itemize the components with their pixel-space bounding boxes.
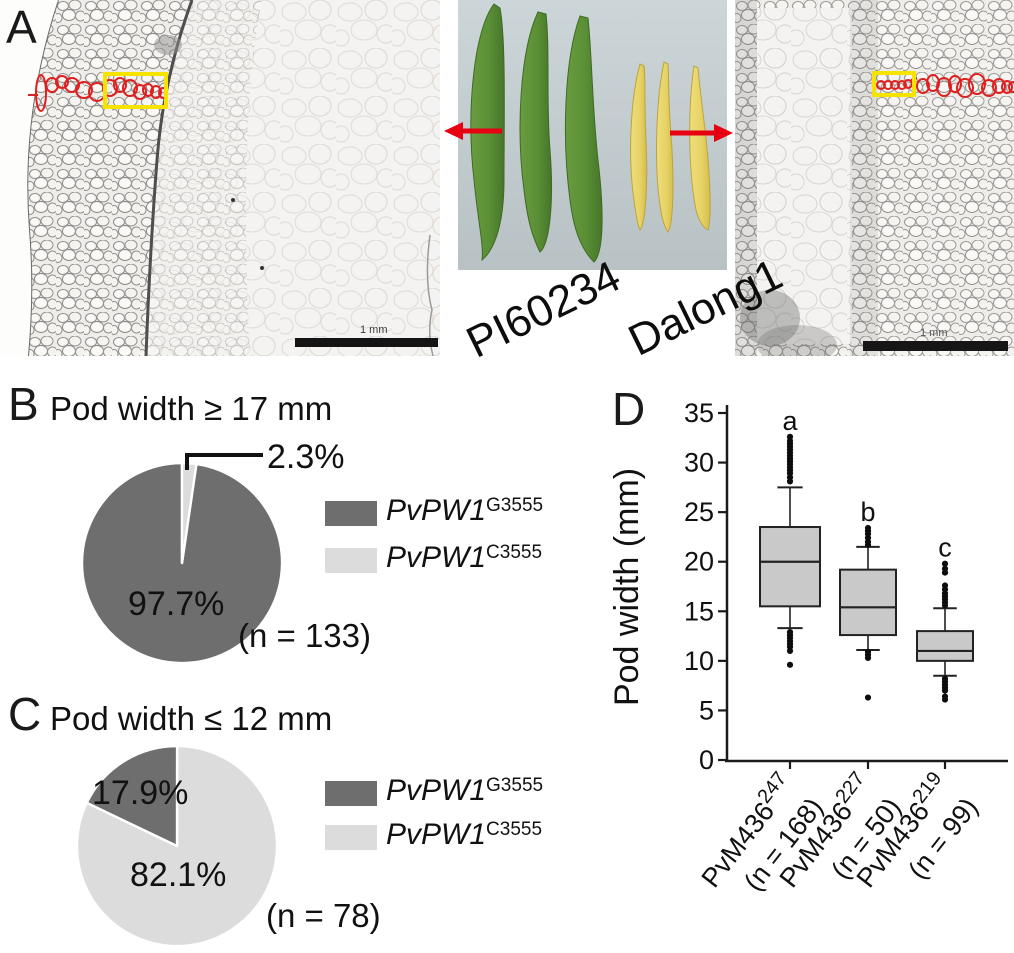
pod-photo-image xyxy=(458,0,727,270)
highlight-box xyxy=(103,72,168,109)
pie-slice-pvpw1-g3555 xyxy=(85,745,179,848)
sig-letter: c xyxy=(938,533,952,563)
pod-photo xyxy=(458,0,727,270)
sig-letter: a xyxy=(782,406,798,436)
green-pods xyxy=(470,3,603,263)
pie-b-minor-pct: 2.3% xyxy=(267,438,345,476)
arrow-left-icon xyxy=(444,122,502,140)
callout-line-horizontal xyxy=(185,453,263,457)
scale-bar-label: 1 mm xyxy=(360,324,388,336)
sig-letter: b xyxy=(860,497,875,527)
panel-b-title: Pod width ≥ 17 mm xyxy=(50,390,333,427)
y-tick-label: 30 xyxy=(684,448,714,478)
scale-bar-label: 1 mm xyxy=(920,327,948,339)
micrograph-dalong1: 1 mm xyxy=(735,0,1014,356)
panel-c-label: C xyxy=(8,688,42,740)
legend-swatch-g3555 xyxy=(325,780,377,806)
legend-label-c3555: PvPW1C3555 xyxy=(386,541,543,574)
panel-c-title: Pod width ≤ 12 mm xyxy=(50,700,333,737)
pie_pod_wide-svg xyxy=(80,461,284,665)
panel-b-label: B xyxy=(8,378,39,430)
y-tick-label: 35 xyxy=(684,398,714,428)
legend-swatch-c3555 xyxy=(325,547,377,573)
pie-c-minor-pct: 17.9% xyxy=(92,774,189,812)
highlight-box xyxy=(872,71,916,97)
scale-bar xyxy=(295,338,438,347)
y-tick-label: 5 xyxy=(699,695,714,725)
arrow-right-icon xyxy=(670,124,733,142)
boxplot-pod-width: 0 5 10 15 20 25 30 35 Pod width (mm) a PvM436247 (n… xyxy=(610,383,1014,953)
arrows-overlay xyxy=(444,122,733,142)
scale-bar xyxy=(863,341,1008,351)
micrograph-dalong1-image xyxy=(735,0,1014,356)
y-tick-label: 10 xyxy=(684,646,714,676)
cell-trace-annotation xyxy=(28,74,168,112)
legend-label-g3555: PvPW1G3555 xyxy=(386,494,544,527)
legend-label-c3555: PvPW1C3555 xyxy=(386,818,543,851)
y-axis-label: Pod width (mm) xyxy=(610,468,646,706)
legend-label-g3555: PvPW1G3555 xyxy=(386,774,544,807)
y-tick-label: 0 xyxy=(699,745,714,775)
pie-c-major-pct: 82.1% xyxy=(130,856,227,894)
callout-line-vertical xyxy=(185,455,189,470)
panel-a-label: A xyxy=(6,1,37,53)
legend-item-c3555: PvPW1C3555 xyxy=(325,818,543,854)
y-tick-label: 20 xyxy=(684,547,714,577)
cell-trace-annotation xyxy=(876,73,1014,98)
pie_pod_narrow-svg xyxy=(76,745,279,948)
legend-item-g3555: PvPW1G3555 xyxy=(325,774,544,810)
micrograph-pi60234: 1 mm xyxy=(0,0,440,356)
micrograph-pi60234-image xyxy=(0,0,440,356)
pie-chart-pod-wide xyxy=(80,461,286,667)
pie-b-n-label: (n = 133) xyxy=(238,617,371,654)
pie-c-n-label: (n = 78) xyxy=(266,897,381,934)
pie-b-major-pct: 97.7% xyxy=(128,585,225,623)
legend-swatch-c3555 xyxy=(325,824,377,850)
y-tick-label: 15 xyxy=(684,596,714,626)
legend-item-g3555: PvPW1G3555 xyxy=(325,494,544,530)
pie-chart-pod-narrow xyxy=(76,745,280,949)
pie-slice-pvpw1-c3555 xyxy=(180,461,198,565)
legend-swatch-g3555 xyxy=(325,500,377,526)
panel-d-label: D xyxy=(612,383,646,435)
legend-item-c3555: PvPW1C3555 xyxy=(325,541,543,577)
yellow-pods xyxy=(630,61,711,233)
y-tick-label: 25 xyxy=(684,497,714,527)
